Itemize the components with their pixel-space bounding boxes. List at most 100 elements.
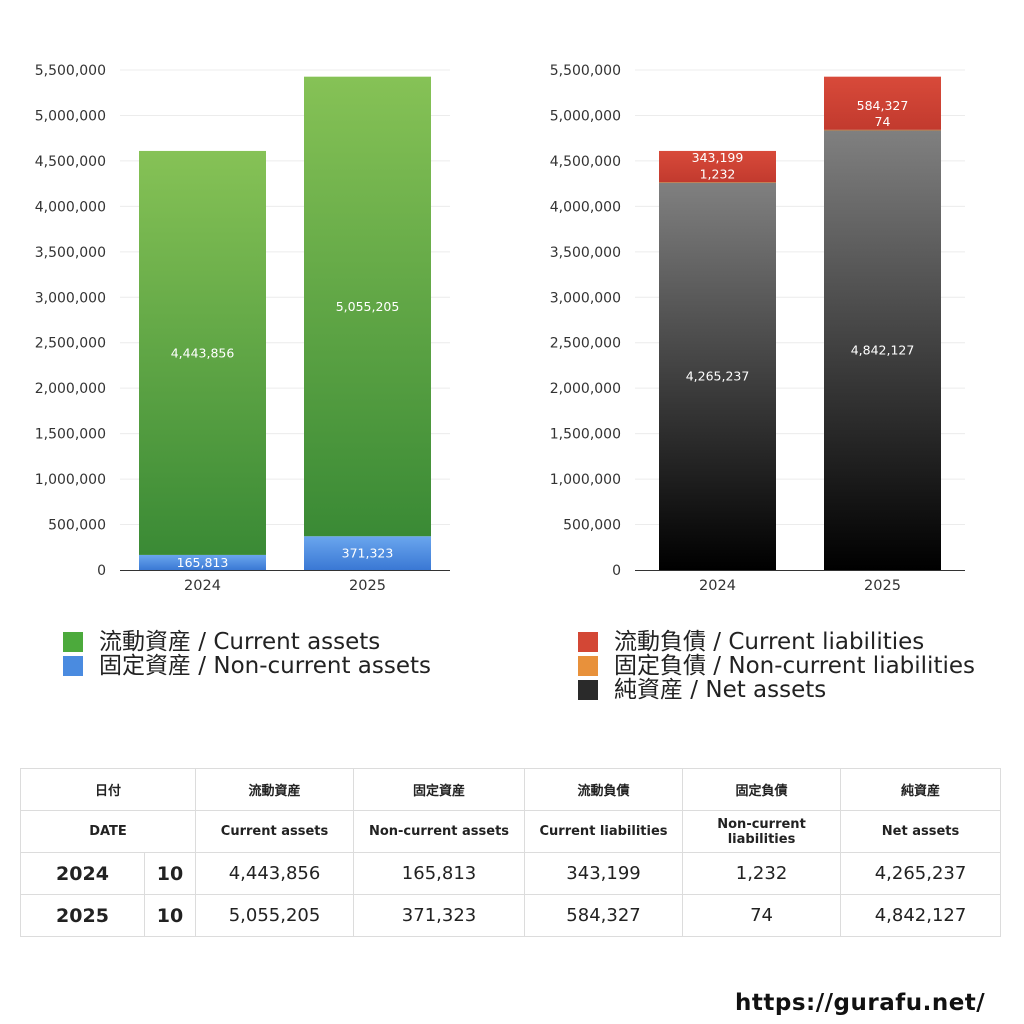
cell-current-assets: 5,055,205 — [195, 894, 355, 937]
cell-current-assets: 4,443,856 — [195, 852, 355, 895]
chart-liabilities-net-assets: 0 500,000 1,000,000 1,500,000 2,000,000 2,500… — [550, 63, 965, 594]
table-header-jp: 日付 流動資産 固定資産 流動負債 固定負債 純資産 — [19, 768, 1002, 811]
header-current-assets-en: Current assets — [195, 810, 355, 853]
header-noncurrent-liabilities-jp: 固定負債 — [682, 768, 842, 811]
charts-canvas: 0 500,000 1,000,000 1,500,000 2,000,000 2,500… — [35, 63, 965, 594]
legend-item-noncurrent-assets: 固定資産 / Non-current assets — [63, 654, 431, 678]
header-current-liabilities-en: Current liabilities — [524, 810, 684, 853]
y-tick-label: 4,500,000 — [550, 154, 621, 170]
y-tick-label: 0 — [97, 563, 106, 579]
bar-segment — [824, 76, 941, 130]
bar-segment — [659, 182, 776, 183]
y-tick-label: 1,500,000 — [550, 427, 621, 443]
header-date-en: DATE — [19, 810, 197, 853]
y-tick-label: 0 — [612, 563, 621, 579]
data-label: 1,232 — [700, 166, 736, 181]
bar-segment — [824, 129, 941, 570]
x-tick-label: 2024 — [184, 578, 221, 594]
y-tick-label: 5,000,000 — [550, 108, 621, 124]
cell-net-assets: 4,265,237 — [840, 852, 1002, 895]
cell-current-liabilities: 584,327 — [524, 894, 684, 937]
row-year: 2024 — [20, 852, 145, 895]
cell-noncurrent-liabilities: 74 — [682, 894, 842, 937]
header-noncurrent-liabilities-en: Non-current liabilities — [682, 810, 842, 853]
y-tick-label: 500,000 — [563, 518, 621, 534]
y-tick-label: 5,500,000 — [35, 63, 106, 79]
y-tick-label: 4,000,000 — [550, 199, 621, 215]
legend-liabilities: 流動負債 / Current liabilities 固定負債 / Non-cu… — [578, 630, 975, 702]
cell-noncurrent-assets: 371,323 — [353, 894, 526, 937]
header-net-assets-jp: 純資産 — [840, 768, 1002, 811]
legend-swatch-net-assets — [578, 680, 598, 700]
bar-segment — [139, 554, 266, 570]
data-label: 5,055,205 — [336, 299, 400, 314]
y-tick-label: 1,000,000 — [35, 472, 106, 488]
y-tick-label: 5,000,000 — [35, 108, 106, 124]
data-label: 343,199 — [692, 150, 744, 165]
data-label: 371,323 — [342, 546, 394, 561]
legend-label-current-liabilities: 流動負債 / Current liabilities — [614, 629, 925, 655]
header-noncurrent-assets-en: Non-current assets — [353, 810, 526, 853]
legend-assets: 流動資産 / Current assets 固定資産 / Non-current… — [63, 630, 431, 678]
y-tick-label: 2,000,000 — [35, 381, 106, 397]
data-label: 74 — [875, 114, 891, 129]
legend-item-current-assets: 流動資産 / Current assets — [63, 630, 431, 654]
bar-segment — [304, 536, 431, 570]
balance-table: 日付 流動資産 固定資産 流動負債 固定負債 純資産 DATE Current … — [19, 768, 1002, 937]
y-tick-label: 2,000,000 — [550, 381, 621, 397]
header-current-liabilities-jp: 流動負債 — [524, 768, 684, 811]
y-tick-label: 2,500,000 — [35, 336, 106, 352]
data-label: 165,813 — [177, 555, 229, 570]
cell-noncurrent-liabilities: 1,232 — [682, 852, 842, 895]
cell-noncurrent-assets: 165,813 — [353, 852, 526, 895]
chart-assets: 0 500,000 1,000,000 1,500,000 2,000,000 2,500… — [35, 63, 450, 594]
y-tick-label: 3,000,000 — [550, 290, 621, 306]
legend-swatch-current-liabilities — [578, 632, 598, 652]
x-tick-label: 2024 — [699, 578, 736, 594]
legend-label-noncurrent-liabilities: 固定負債 / Non-current liabilities — [614, 653, 975, 679]
y-tick-label: 4,500,000 — [35, 154, 106, 170]
bar-segment — [659, 150, 776, 183]
data-label: 4,842,127 — [851, 342, 915, 357]
data-label: 584,327 — [857, 98, 909, 113]
legend-swatch-current-assets — [63, 632, 83, 652]
data-label: 4,265,237 — [686, 369, 750, 384]
y-tick-label: 3,000,000 — [35, 290, 106, 306]
header-net-assets-en: Net assets — [840, 810, 1002, 853]
y-tick-label: 4,000,000 — [35, 199, 106, 215]
header-noncurrent-assets-jp: 固定資産 — [353, 768, 526, 811]
table-header-en: DATE Current assets Non-current assets C… — [19, 810, 1002, 853]
legend-item-current-liabilities: 流動負債 / Current liabilities — [578, 630, 975, 654]
table-row: 2025 10 5,055,205 371,323 584,327 74 4,8… — [20, 894, 1002, 937]
x-tick-label: 2025 — [864, 578, 901, 594]
bar-segment — [824, 129, 941, 131]
legend-swatch-noncurrent-assets — [63, 656, 83, 676]
x-tick-label: 2025 — [349, 578, 386, 594]
legend-swatch-noncurrent-liabilities — [578, 656, 598, 676]
legend-label-current-assets: 流動資産 / Current assets — [99, 629, 381, 655]
y-tick-label: 2,500,000 — [550, 336, 621, 352]
header-current-assets-jp: 流動資産 — [195, 768, 355, 811]
cell-current-liabilities: 343,199 — [524, 852, 684, 895]
data-label: 4,443,856 — [171, 345, 235, 360]
site-url[interactable]: https://gurafu.net/ — [735, 990, 986, 1016]
y-tick-label: 1,500,000 — [35, 427, 106, 443]
y-tick-label: 3,500,000 — [35, 245, 106, 261]
legend-label-noncurrent-assets: 固定資産 / Non-current assets — [99, 653, 432, 679]
bar-segment — [304, 76, 431, 537]
legend-label-net-assets: 純資産 / Net assets — [614, 677, 827, 703]
table-row: 2024 10 4,443,856 165,813 343,199 1,232 … — [20, 852, 1002, 895]
legend-item-noncurrent-liabilities: 固定負債 / Non-current liabilities — [578, 654, 975, 678]
header-date-jp: 日付 — [19, 768, 197, 811]
cell-net-assets: 4,842,127 — [840, 894, 1002, 937]
row-month: 10 — [143, 894, 197, 937]
row-month: 10 — [143, 852, 197, 895]
bar-segment — [659, 182, 776, 571]
y-tick-label: 1,000,000 — [550, 472, 621, 488]
y-tick-label: 5,500,000 — [550, 63, 621, 79]
legend-item-net-assets: 純資産 / Net assets — [578, 678, 975, 702]
y-tick-label: 3,500,000 — [550, 245, 621, 261]
y-tick-label: 500,000 — [48, 518, 106, 534]
row-year: 2025 — [20, 894, 145, 937]
bar-segment — [139, 150, 266, 555]
